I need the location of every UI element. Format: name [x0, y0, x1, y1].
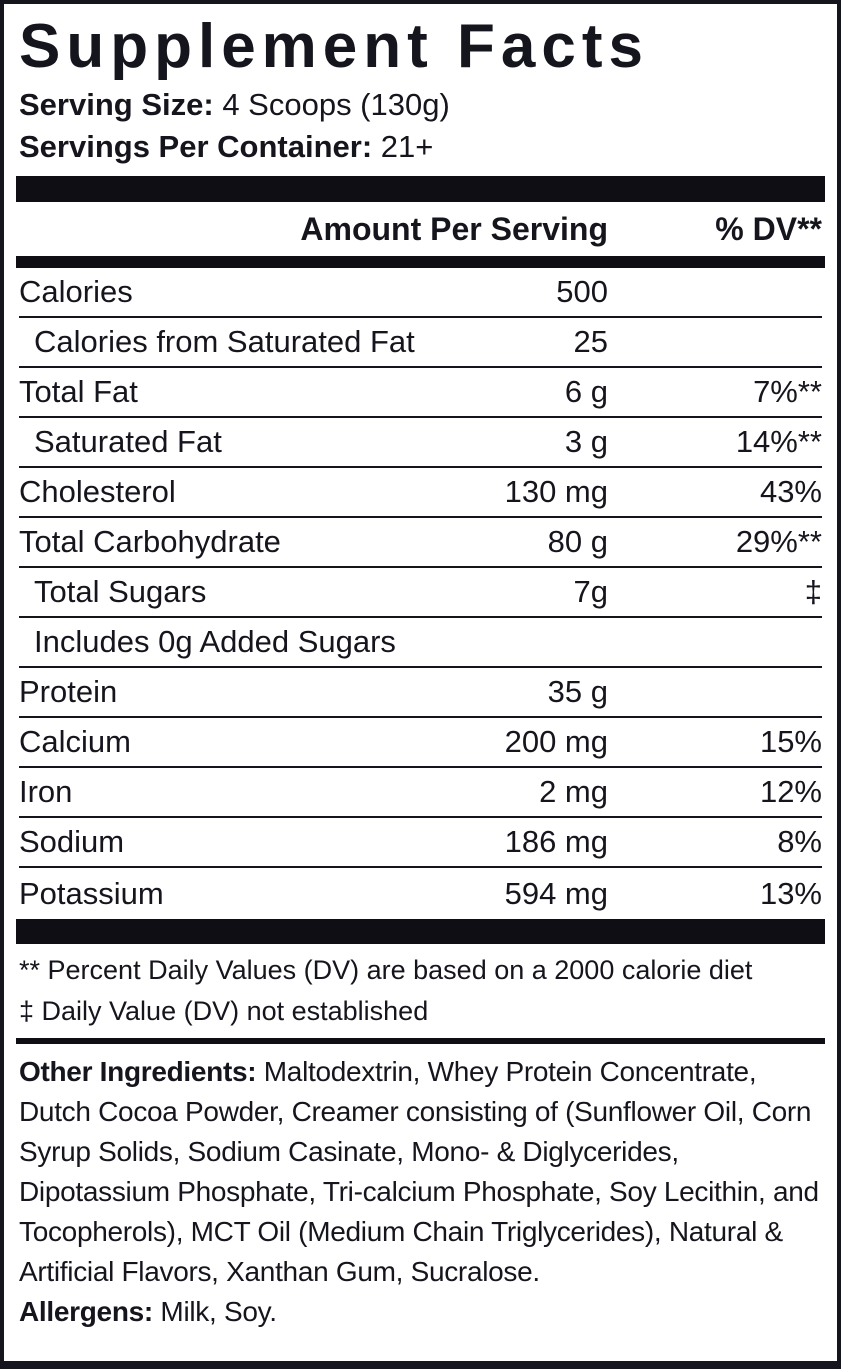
- nutrient-row: Saturated Fat 3 g 14%**: [19, 418, 822, 468]
- nutrient-row: Total Fat 6 g 7%**: [19, 368, 822, 418]
- nutrient-name-cell: Includes 0g Added Sugars: [34, 624, 396, 659]
- nutrient-dv-cell: 13%: [759, 875, 822, 911]
- nutrient-row: Calcium 200 mg 15%: [19, 718, 822, 768]
- nutrient-row: Potassium 594 mg 13%: [19, 868, 822, 919]
- serving-size-label: Serving Size:: [19, 87, 214, 122]
- nutrient-amount-cell: 7g: [573, 574, 608, 609]
- nutrient-row: Iron 2 mg 12%: [19, 768, 822, 818]
- nutrient-name-cell: Protein: [19, 674, 118, 709]
- nutrient-dv-cell: 15%: [759, 724, 822, 759]
- nutrient-amount-cell: 130 mg: [504, 474, 608, 509]
- header-divider-bar: [16, 256, 825, 268]
- nutrient-amount-cell: 594 mg: [504, 875, 608, 911]
- nutrient-name-cell: Cholesterol: [19, 474, 176, 509]
- servings-per-container-value: 21+: [380, 129, 434, 164]
- percent-dv-header: % DV**: [715, 210, 822, 247]
- nutrient-row: Cholesterol 130 mg 43%: [19, 468, 822, 518]
- label-title: Supplement Facts: [19, 12, 649, 81]
- footnotes-block: ** Percent Daily Values (DV) are based o…: [19, 944, 822, 1038]
- table-header-row: Amount Per Serving % DV**: [19, 202, 822, 256]
- nutrient-amount-cell: 2 mg: [539, 774, 608, 809]
- nutrient-name-cell: Total Fat: [19, 374, 138, 409]
- nutrient-table: Calories 500 Calories from Saturated Fat 25…: [19, 268, 822, 919]
- nutrient-dv-cell: ‡: [804, 574, 822, 609]
- section-divider-bar-bottom: [16, 919, 825, 944]
- footnote-divider-bar: [16, 1038, 825, 1044]
- nutrient-name-cell: Sodium: [19, 824, 125, 859]
- other-ingredients-paragraph: Other Ingredients: Maltodextrin, Whey Pr…: [19, 1044, 822, 1292]
- nutrient-name-cell: Total Carbohydrate: [19, 524, 281, 559]
- allergens-line: Allergens: Milk, Soy.: [19, 1292, 822, 1332]
- nutrient-amount-cell: 3 g: [564, 424, 608, 459]
- nutrient-amount-cell: 35 g: [547, 674, 608, 709]
- servings-per-container-label: Servings Per Container:: [19, 129, 373, 164]
- nutrient-name-cell: Calcium: [19, 724, 131, 759]
- nutrient-amount-cell: 6 g: [564, 374, 608, 409]
- serving-size-line: Serving Size: 4 Scoops (130g): [19, 84, 822, 126]
- nutrient-name-cell: Saturated Fat: [34, 424, 222, 459]
- nutrient-name-cell: Total Sugars: [34, 574, 207, 609]
- nutrient-amount-cell: 25: [573, 324, 608, 359]
- other-ingredients-label: Other Ingredients:: [19, 1056, 257, 1087]
- nutrient-row: Calories 500: [19, 268, 822, 318]
- nutrient-row: Total Sugars 7g ‡: [19, 568, 822, 618]
- nutrient-row: Total Carbohydrate 80 g 29%**: [19, 518, 822, 568]
- nutrient-amount-cell: 200 mg: [504, 724, 608, 759]
- allergens-text: Milk, Soy.: [152, 1296, 277, 1327]
- nutrient-amount-cell: 80 g: [547, 524, 608, 559]
- nutrient-name-cell: Iron: [19, 774, 73, 809]
- nutrient-dv-cell: 8%: [777, 824, 822, 859]
- nutrient-row: Protein 35 g: [19, 668, 822, 718]
- section-divider-bar-top: [16, 176, 825, 202]
- nutrient-name-cell: Potassium: [19, 875, 164, 911]
- amount-per-serving-header: Amount Per Serving: [300, 210, 608, 247]
- nutrient-dv-cell: 29%**: [735, 524, 822, 559]
- nutrient-name-cell: Calories: [19, 274, 133, 309]
- nutrient-row: Includes 0g Added Sugars: [19, 618, 822, 668]
- nutrient-dv-cell: 12%: [759, 774, 822, 809]
- serving-size-value: 4 Scoops (130g): [222, 87, 450, 122]
- nutrient-dv-cell: 14%**: [735, 424, 822, 459]
- dv-footnote: ** Percent Daily Values (DV) are based o…: [19, 955, 753, 985]
- nutrient-dv-cell: 7%**: [753, 374, 822, 409]
- nutrient-name-cell: Calories from Saturated Fat: [34, 324, 415, 359]
- dagger-footnote: ‡ Daily Value (DV) not established: [19, 996, 429, 1026]
- nutrient-dv-cell: 43%: [759, 474, 822, 509]
- nutrient-row: Calories from Saturated Fat 25: [19, 318, 822, 368]
- other-ingredients-text: Maltodextrin, Whey Protein Concentrate, …: [19, 1056, 819, 1287]
- nutrient-row: Sodium 186 mg 8%: [19, 818, 822, 868]
- nutrient-amount-cell: 186 mg: [504, 824, 608, 859]
- allergens-label: Allergens:: [19, 1296, 153, 1327]
- servings-per-container-line: Servings Per Container: 21+: [19, 126, 822, 168]
- nutrient-amount-cell: 500: [556, 274, 608, 309]
